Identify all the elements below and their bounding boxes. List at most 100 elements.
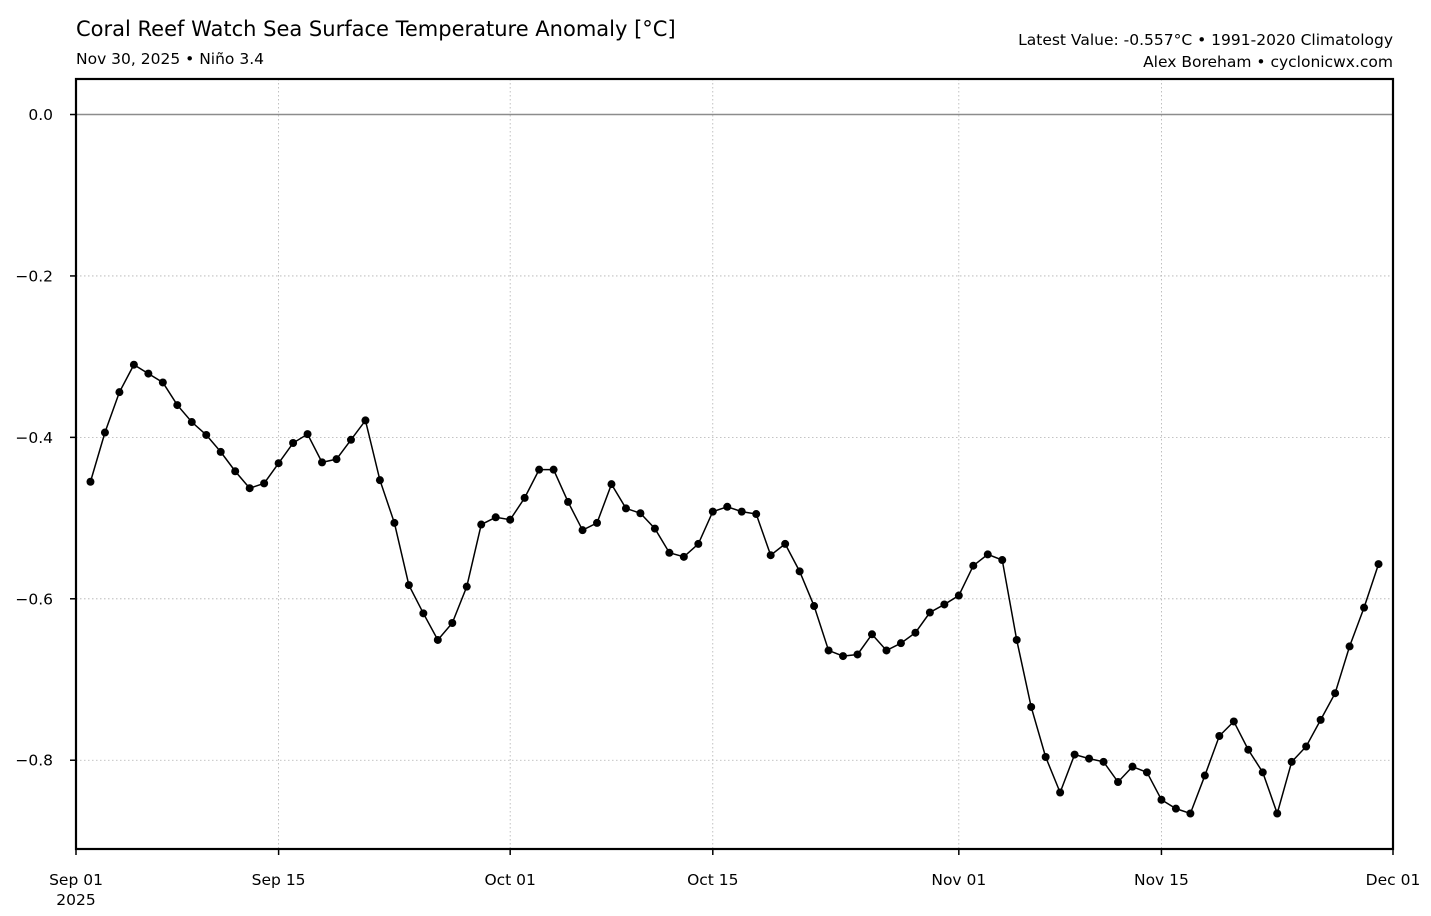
data-point xyxy=(129,360,138,369)
data-point xyxy=(173,401,182,410)
data-point xyxy=(650,524,659,533)
data-point xyxy=(520,493,529,502)
data-point xyxy=(1229,717,1238,726)
x-tick-sublabel: 2025 xyxy=(56,891,95,909)
data-point xyxy=(231,467,240,476)
data-point xyxy=(824,646,833,655)
data-point xyxy=(723,502,732,511)
data-point xyxy=(882,646,891,655)
data-point xyxy=(375,476,384,485)
x-tick-label: Nov 01 xyxy=(931,871,986,889)
y-tick-label: −0.6 xyxy=(15,590,53,608)
series-line xyxy=(89,363,1380,816)
data-point xyxy=(1099,757,1108,766)
data-point xyxy=(1070,750,1079,759)
data-point xyxy=(404,581,413,590)
data-point xyxy=(998,556,1007,565)
data-point xyxy=(1345,642,1354,651)
y-tick-label: −0.4 xyxy=(15,429,53,447)
data-point xyxy=(1360,603,1369,612)
data-point xyxy=(86,477,95,486)
axis-layer: 0.0 −0.2 −0.4 −0.6 −0.8 Sep 01 2025 Sep 15 Oct 0… xyxy=(15,106,1420,909)
data-point xyxy=(810,602,819,611)
data-point xyxy=(564,497,573,506)
data-point xyxy=(361,416,370,425)
data-point xyxy=(158,378,167,387)
data-point xyxy=(1200,771,1209,780)
x-tick-label: Dec 01 xyxy=(1366,871,1421,889)
data-point xyxy=(694,539,703,548)
data-point xyxy=(593,518,602,527)
markers-layer xyxy=(86,360,1383,818)
y-tick-label: −0.2 xyxy=(15,267,53,285)
data-point xyxy=(1128,762,1137,771)
data-point xyxy=(853,650,862,659)
data-point xyxy=(839,652,848,661)
data-point xyxy=(1186,809,1195,818)
chart-subtitle: Nov 30, 2025 • Niño 3.4 xyxy=(76,50,264,68)
data-point xyxy=(1273,809,1282,818)
data-point xyxy=(954,591,963,600)
data-point xyxy=(1056,788,1065,797)
data-point xyxy=(896,639,905,648)
data-point xyxy=(318,458,327,467)
grid-layer xyxy=(76,79,1393,849)
data-point xyxy=(274,459,283,468)
data-point xyxy=(245,484,254,493)
x-tick-label: Oct 15 xyxy=(687,871,738,889)
data-point xyxy=(1215,732,1224,741)
data-point xyxy=(621,504,630,513)
data-point xyxy=(477,520,486,529)
data-point xyxy=(1316,715,1325,724)
data-point xyxy=(202,430,211,439)
data-point xyxy=(491,513,500,522)
data-point xyxy=(144,369,153,378)
data-point xyxy=(607,480,616,489)
data-point xyxy=(940,600,949,609)
data-point xyxy=(665,548,674,557)
data-point xyxy=(1027,702,1036,711)
chart-title: Coral Reef Watch Sea Surface Temperature… xyxy=(76,17,676,41)
data-point xyxy=(1287,757,1296,766)
data-point xyxy=(506,515,515,524)
data-point xyxy=(1258,768,1267,777)
data-point xyxy=(925,608,934,617)
data-point xyxy=(1331,689,1340,698)
chart-info: Latest Value: -0.557°C • 1991-2020 Clima… xyxy=(1018,29,1393,73)
data-point xyxy=(1171,804,1180,813)
data-point xyxy=(346,435,355,444)
data-point xyxy=(419,609,428,618)
data-point xyxy=(911,628,920,637)
data-point xyxy=(100,428,109,437)
x-tick-label: Nov 15 xyxy=(1134,871,1189,889)
data-point xyxy=(752,510,761,519)
credit-text: Alex Boreham • cyclonicwx.com xyxy=(1143,53,1393,71)
data-point xyxy=(1157,795,1166,804)
data-point xyxy=(462,582,471,591)
x-tick-label: Sep 15 xyxy=(252,871,306,889)
y-tick-label: 0.0 xyxy=(28,106,53,124)
data-point xyxy=(983,550,992,559)
data-point xyxy=(549,465,558,474)
data-point xyxy=(708,507,717,516)
data-point xyxy=(969,561,978,570)
data-point xyxy=(448,619,457,628)
data-point xyxy=(289,439,298,448)
data-point xyxy=(390,518,399,527)
data-point xyxy=(187,418,196,427)
data-point xyxy=(115,388,124,397)
data-point xyxy=(1244,745,1253,754)
data-point xyxy=(781,539,790,548)
data-point xyxy=(1142,768,1151,777)
data-point xyxy=(1302,742,1311,751)
data-point xyxy=(578,526,587,535)
data-point xyxy=(1085,754,1094,763)
data-point xyxy=(679,552,688,561)
data-point xyxy=(636,509,645,518)
data-point xyxy=(216,447,225,456)
data-point xyxy=(1041,752,1050,761)
x-tick-label: Sep 01 xyxy=(49,871,103,889)
data-point xyxy=(737,507,746,516)
data-point xyxy=(795,567,804,576)
